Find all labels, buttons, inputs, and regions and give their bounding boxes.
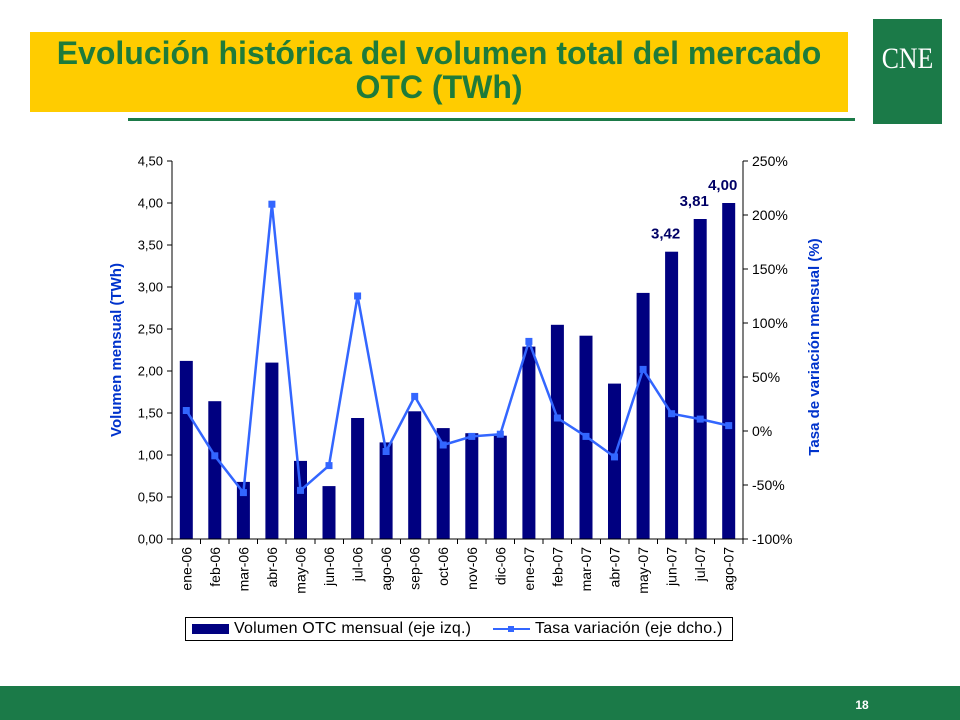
left-axis-tick-label: 0,50 bbox=[138, 490, 163, 505]
rate-marker bbox=[468, 432, 476, 440]
chart-legend: Volumen OTC mensual (eje izq.) Tasa vari… bbox=[185, 617, 733, 641]
left-axis-tick-label: 4,50 bbox=[138, 154, 163, 169]
rate-marker bbox=[696, 415, 704, 423]
left-axis-tick-label: 4,00 bbox=[138, 196, 163, 211]
rate-marker bbox=[211, 452, 219, 460]
bar-data-label: 4,00 bbox=[708, 177, 737, 194]
volume-bar bbox=[294, 460, 307, 539]
left-axis-tick-label: 2,50 bbox=[138, 322, 163, 337]
volume-bar bbox=[608, 383, 621, 539]
right-axis-tick-label: 150% bbox=[752, 261, 788, 277]
x-axis-tick-label: mar-06 bbox=[235, 547, 251, 592]
volume-bar bbox=[493, 435, 507, 539]
right-axis-tick-label: 250% bbox=[752, 153, 788, 169]
volume-bar bbox=[408, 411, 422, 539]
rate-marker bbox=[411, 392, 419, 400]
rate-marker bbox=[725, 422, 733, 430]
rate-marker bbox=[268, 200, 276, 208]
combo-chart: 0,00 0,50 1,00 1,50 2,00 2,50 3,00 3,50 4,00 4,50… bbox=[108, 153, 823, 594]
x-axis-tick-label: ago-07 bbox=[721, 547, 737, 591]
rate-marker bbox=[297, 486, 304, 494]
rate-marker bbox=[611, 453, 618, 461]
left-axis-title: Volumen mensual (TWh) bbox=[108, 263, 125, 437]
volume-bar bbox=[351, 418, 365, 539]
volume-bar bbox=[636, 292, 650, 539]
right-axis-tick-label: 100% bbox=[752, 315, 788, 331]
x-axis-tick-label: nov-06 bbox=[464, 547, 480, 590]
x-axis-tick-label: ene-07 bbox=[521, 547, 537, 591]
chart-plot-area: 0,00 0,50 1,00 1,50 2,00 2,50 3,00 3,50 4,00 4,50… bbox=[138, 153, 793, 594]
volume-bar bbox=[550, 324, 564, 539]
page-number: 18 bbox=[855, 698, 869, 712]
legend-swatch-volume bbox=[192, 624, 229, 634]
rate-marker bbox=[553, 414, 561, 422]
volume-bar bbox=[379, 442, 393, 539]
volume-bar bbox=[265, 362, 279, 539]
cne-logo-text: CNE bbox=[881, 42, 934, 75]
x-axis-tick-label: jul-06 bbox=[350, 547, 366, 582]
volume-bar bbox=[236, 481, 250, 539]
volume-bar bbox=[722, 203, 736, 539]
left-axis-tick-label: 2,00 bbox=[138, 364, 163, 379]
rate-marker bbox=[354, 292, 362, 300]
legend-label-volume: Volumen OTC mensual (eje izq.) bbox=[234, 620, 472, 637]
rate-marker bbox=[325, 462, 333, 470]
right-axis-tick-label: 50% bbox=[752, 369, 780, 385]
right-axis-tick-label: -100% bbox=[752, 531, 792, 547]
slide-title-line-2: OTC (TWh) bbox=[355, 69, 523, 105]
slide-title-line-1: Evolución histórica del volumen total de… bbox=[56, 35, 822, 71]
left-axis-tick-label: 3,50 bbox=[138, 238, 163, 253]
cne-logo: CNE bbox=[873, 19, 942, 124]
volume-bar bbox=[436, 428, 450, 539]
left-axis-tick-label: 1,50 bbox=[138, 406, 163, 421]
title-divider bbox=[128, 118, 855, 121]
rate-marker bbox=[639, 365, 647, 373]
right-axis-tick-label: 0% bbox=[752, 423, 772, 439]
x-axis-tick-label: ene-06 bbox=[178, 547, 194, 591]
left-axis-tick-label: 1,00 bbox=[138, 448, 163, 463]
x-axis-tick-label: abr-07 bbox=[607, 547, 623, 588]
volume-bar bbox=[322, 486, 336, 539]
x-axis-tick-label: feb-06 bbox=[207, 547, 223, 587]
right-axis-tick-label: 200% bbox=[752, 207, 788, 223]
left-axis-tick-label: 3,00 bbox=[138, 280, 163, 295]
volume-bar bbox=[208, 401, 222, 539]
volume-bar bbox=[665, 251, 679, 539]
x-axis-tick-label: abr-06 bbox=[264, 547, 280, 588]
footer-band: 18 bbox=[0, 686, 960, 720]
rate-marker bbox=[525, 337, 533, 345]
bar-data-label: 3,81 bbox=[680, 193, 709, 210]
legend-swatch-rate-marker bbox=[508, 626, 514, 632]
left-axis-tick-label: 0,00 bbox=[138, 532, 163, 547]
x-axis-tick-label: sep-06 bbox=[407, 547, 423, 590]
rate-marker bbox=[239, 489, 247, 497]
x-axis-tick-label: oct-06 bbox=[435, 547, 451, 586]
x-axis-tick-label: feb-07 bbox=[549, 547, 565, 587]
rate-marker bbox=[668, 410, 676, 418]
volume-bar bbox=[179, 360, 193, 539]
rate-marker bbox=[496, 430, 504, 438]
x-axis-tick-label: mar-07 bbox=[578, 547, 594, 592]
x-axis-tick-label: may-06 bbox=[293, 547, 309, 594]
x-axis-tick-label: ago-06 bbox=[378, 547, 394, 591]
rate-marker bbox=[439, 441, 447, 449]
x-axis-tick-label: jun-07 bbox=[664, 547, 680, 587]
right-axis-title: Tasa de variación mensual (%) bbox=[806, 238, 823, 455]
rate-marker bbox=[382, 448, 390, 455]
legend-label-rate: Tasa variación (eje dcho.) bbox=[535, 620, 723, 637]
volume-bar bbox=[522, 346, 536, 539]
volume-bar bbox=[465, 433, 479, 539]
rate-marker bbox=[582, 432, 590, 440]
rate-line bbox=[185, 202, 729, 494]
rate-marker bbox=[182, 407, 190, 414]
slide-title-box: Evolución histórica del volumen total de… bbox=[30, 32, 848, 112]
right-axis-tick-label: -50% bbox=[752, 477, 785, 493]
volume-bar bbox=[693, 219, 707, 539]
bar-data-label: 3,42 bbox=[651, 226, 680, 243]
x-axis-tick-label: jun-06 bbox=[321, 547, 337, 587]
x-axis-tick-label: may-07 bbox=[635, 547, 651, 594]
x-axis-tick-label: jul-07 bbox=[692, 547, 708, 582]
x-axis-tick-label: dic-06 bbox=[492, 547, 508, 585]
